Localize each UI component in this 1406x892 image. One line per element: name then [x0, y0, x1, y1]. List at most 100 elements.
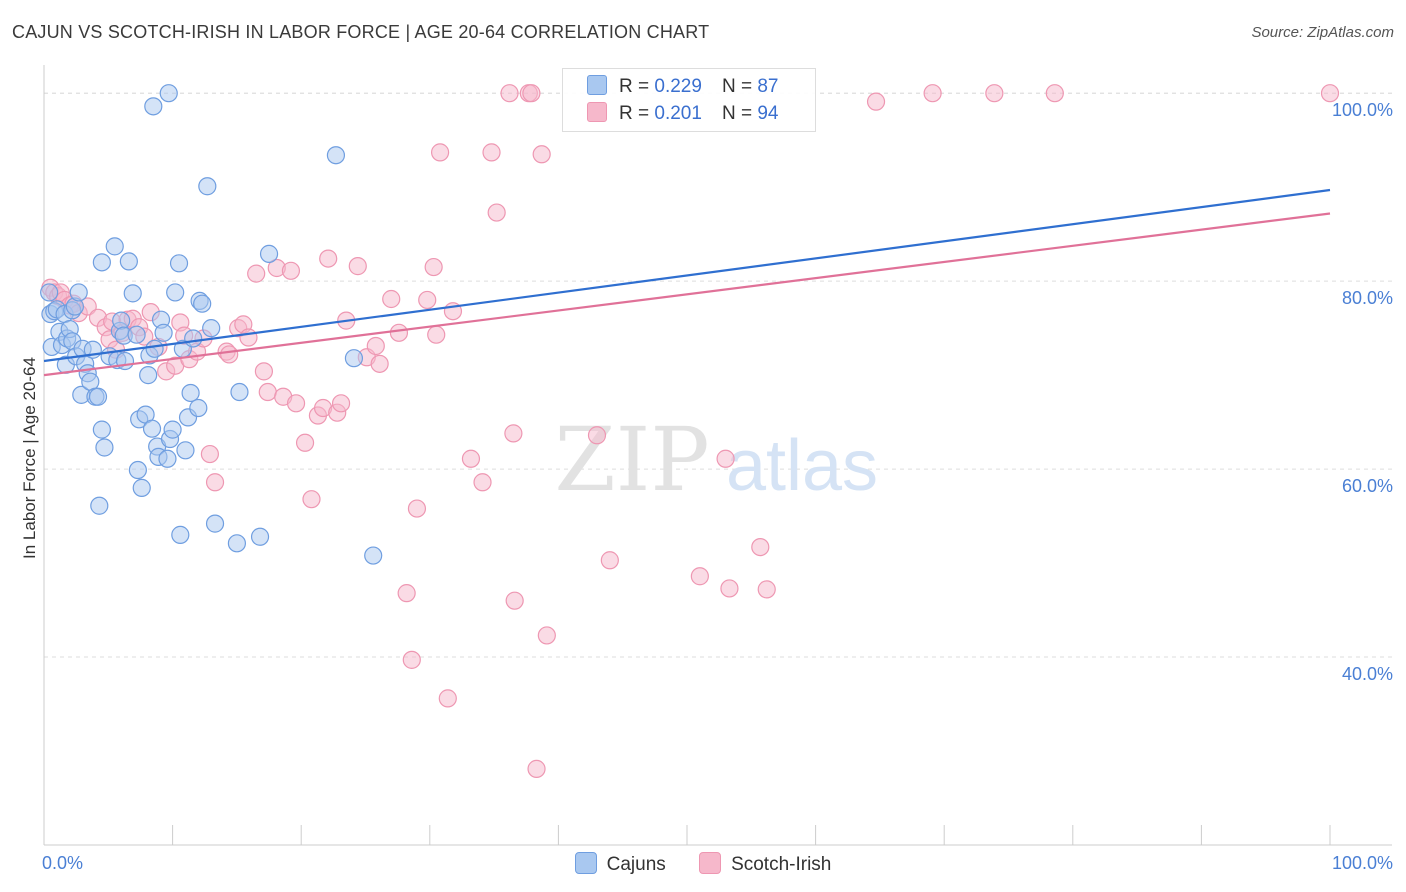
scotch-n-value: 94 [757, 103, 779, 124]
scotch-irish-point [923, 84, 942, 103]
scotch-irish-point [866, 92, 886, 111]
scotch-irish-point [286, 394, 306, 413]
trend-lines [43, 188, 1331, 377]
y-tick-label: 100.0% [1332, 100, 1393, 120]
cajun-point [115, 351, 135, 371]
cajun-point [142, 419, 162, 438]
scotch-irish-point [438, 689, 457, 708]
scotch-irish-point [254, 362, 274, 381]
scotch-irish-point [1045, 84, 1064, 103]
cajun-point [105, 237, 124, 256]
watermark-atlas: atlas [726, 426, 878, 506]
scotch-irish-point [281, 261, 301, 280]
scotch-irish-point [366, 336, 385, 356]
scotch-irish-point [239, 328, 258, 347]
scotch-irish-point [522, 84, 541, 103]
cajun-point [81, 372, 100, 391]
scotch-irish-point [424, 257, 443, 277]
scotch-irish-point [397, 584, 416, 603]
cajun-n-value: 87 [757, 76, 779, 97]
cajun-point [166, 283, 185, 302]
cajun-point [127, 325, 146, 344]
scotch-irish-point [720, 579, 739, 598]
cajuns-legend-swatch [574, 852, 597, 874]
cajun-point [144, 97, 163, 116]
scotch-irish-point [295, 433, 315, 452]
scotch-irish-point [537, 626, 556, 645]
cajun-point [176, 441, 195, 460]
scotch-irish-point [402, 650, 421, 669]
cajun-trend-line [43, 188, 1331, 363]
cajuns-legend-label: Cajuns [606, 854, 666, 875]
cajun-point [184, 329, 203, 348]
cajun-point [259, 244, 279, 263]
scotch-irish-point [716, 449, 735, 468]
cajun-point [159, 84, 178, 103]
axes [43, 65, 1392, 846]
scotch-irish-legend-label: Scotch-Irish [731, 854, 832, 875]
scotch-irish-point [757, 580, 776, 599]
scotch-irish-point [487, 203, 506, 222]
scotch-irish-point [500, 84, 519, 103]
legend-item-scotch-irish[interactable]: Scotch-Irish [699, 852, 831, 876]
cajun-point [326, 146, 346, 165]
cajun-point [250, 527, 270, 546]
scotch-irish-point [258, 382, 277, 402]
scotch-irish-point [751, 537, 770, 557]
scotch-swatch [587, 102, 607, 122]
scotch-irish-point [418, 290, 437, 310]
scotch-irish-point [389, 323, 409, 342]
scotch-irish-point [587, 426, 607, 445]
cajun-point [202, 319, 221, 338]
watermark-zip: ZIP [554, 408, 709, 511]
scotch-irish-point [200, 444, 219, 464]
cajun-point [189, 398, 208, 418]
cajun-point [128, 460, 147, 480]
x-tick-label-min: 0.0% [42, 853, 83, 873]
cajun-point [88, 387, 108, 406]
cajun-swatch [587, 75, 607, 95]
scotch-irish-point [600, 551, 619, 570]
cajun-point [169, 254, 189, 273]
series-legend: Cajuns Scotch-Irish [0, 852, 1406, 876]
cajun-point [230, 382, 249, 402]
cajun-point [227, 534, 246, 553]
cajun-point [193, 294, 212, 313]
scotch-irish-point [382, 289, 401, 309]
y-tick-label: 60.0% [1342, 476, 1393, 496]
cajun-r-label: R = [619, 76, 650, 97]
scotch-irish-point [527, 759, 546, 778]
chart-title: CAJUN VS SCOTCH-IRISH IN LABOR FORCE | A… [12, 22, 710, 42]
cajun-point [181, 383, 200, 403]
x-tick-label-max: 100.0% [1332, 853, 1393, 873]
cajun-point [95, 438, 114, 457]
cajun-point [205, 514, 225, 533]
cajun-n-label: N = [721, 76, 753, 97]
cajun-point [139, 366, 158, 385]
cajun-point [119, 252, 138, 271]
scotch-irish-point [348, 257, 367, 276]
scotch-irish-point [407, 499, 427, 518]
cajun-point [344, 349, 364, 368]
legend-row-scotch: R = 0.201 N = 94 [587, 102, 778, 128]
scotch-irish-point [205, 473, 225, 492]
cajun-point [163, 420, 182, 439]
scotch-irish-point [430, 143, 450, 162]
legend-row-cajun: R = 0.229 N = 87 [587, 75, 778, 101]
scotch-irish-point [505, 591, 524, 610]
grid-lines [44, 92, 1392, 658]
scotch-irish-point [319, 249, 338, 268]
legend-item-cajuns[interactable]: Cajuns [574, 852, 666, 876]
y-tick-label: 80.0% [1342, 288, 1393, 308]
cajun-point [154, 323, 173, 342]
stats-legend: R = 0.229 N = 87 R = 0.201 N = 94 [562, 68, 816, 132]
y-tick-label: 40.0% [1342, 664, 1393, 684]
cajun-point [112, 311, 131, 330]
cajun-point [171, 525, 190, 544]
scotch-irish-point [985, 84, 1004, 103]
scotch-irish-point [331, 394, 351, 413]
cajun-point [92, 253, 111, 272]
scotch-irish-trend-line [43, 212, 1331, 377]
tick-labels: 40.0% 60.0% 80.0% 100.0% 0.0% 100.0% [42, 100, 1393, 873]
